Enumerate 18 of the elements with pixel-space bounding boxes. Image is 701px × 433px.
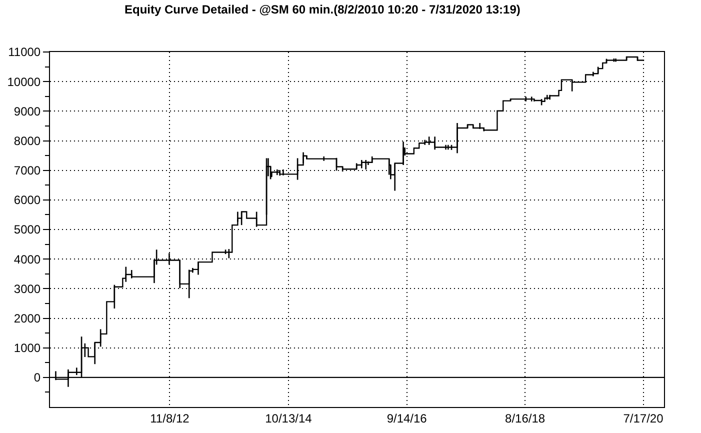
x-tick-label: 8/16/18 bbox=[505, 411, 546, 426]
y-tick-label: 8000 bbox=[14, 134, 41, 148]
y-tick-label: 4000 bbox=[14, 252, 41, 266]
y-tick-label: 9000 bbox=[14, 104, 41, 118]
y-tick-label: 6000 bbox=[14, 193, 41, 208]
y-tick-label: 11000 bbox=[8, 45, 41, 60]
y-tick-label: 0 bbox=[34, 370, 41, 385]
y-tick-label: 2000 bbox=[14, 311, 41, 326]
x-tick-label: 7/17/20 bbox=[623, 411, 664, 426]
x-tick-label: 9/14/16 bbox=[386, 411, 428, 426]
y-tick-label: 7000 bbox=[14, 164, 41, 178]
y-tick-label: 10000 bbox=[7, 74, 41, 89]
x-tick-label: 10/13/14 bbox=[265, 411, 312, 426]
y-tick-label: 3000 bbox=[14, 282, 41, 296]
y-tick-label: 5000 bbox=[14, 222, 41, 237]
chart-title: Equity Curve Detailed - @SM 60 min.(8/2/2010 10:20 - 7/31/2020 13:19) bbox=[124, 2, 520, 17]
x-tick-label: 11/8/12 bbox=[150, 411, 190, 426]
y-tick-label: 1000 bbox=[14, 341, 41, 356]
